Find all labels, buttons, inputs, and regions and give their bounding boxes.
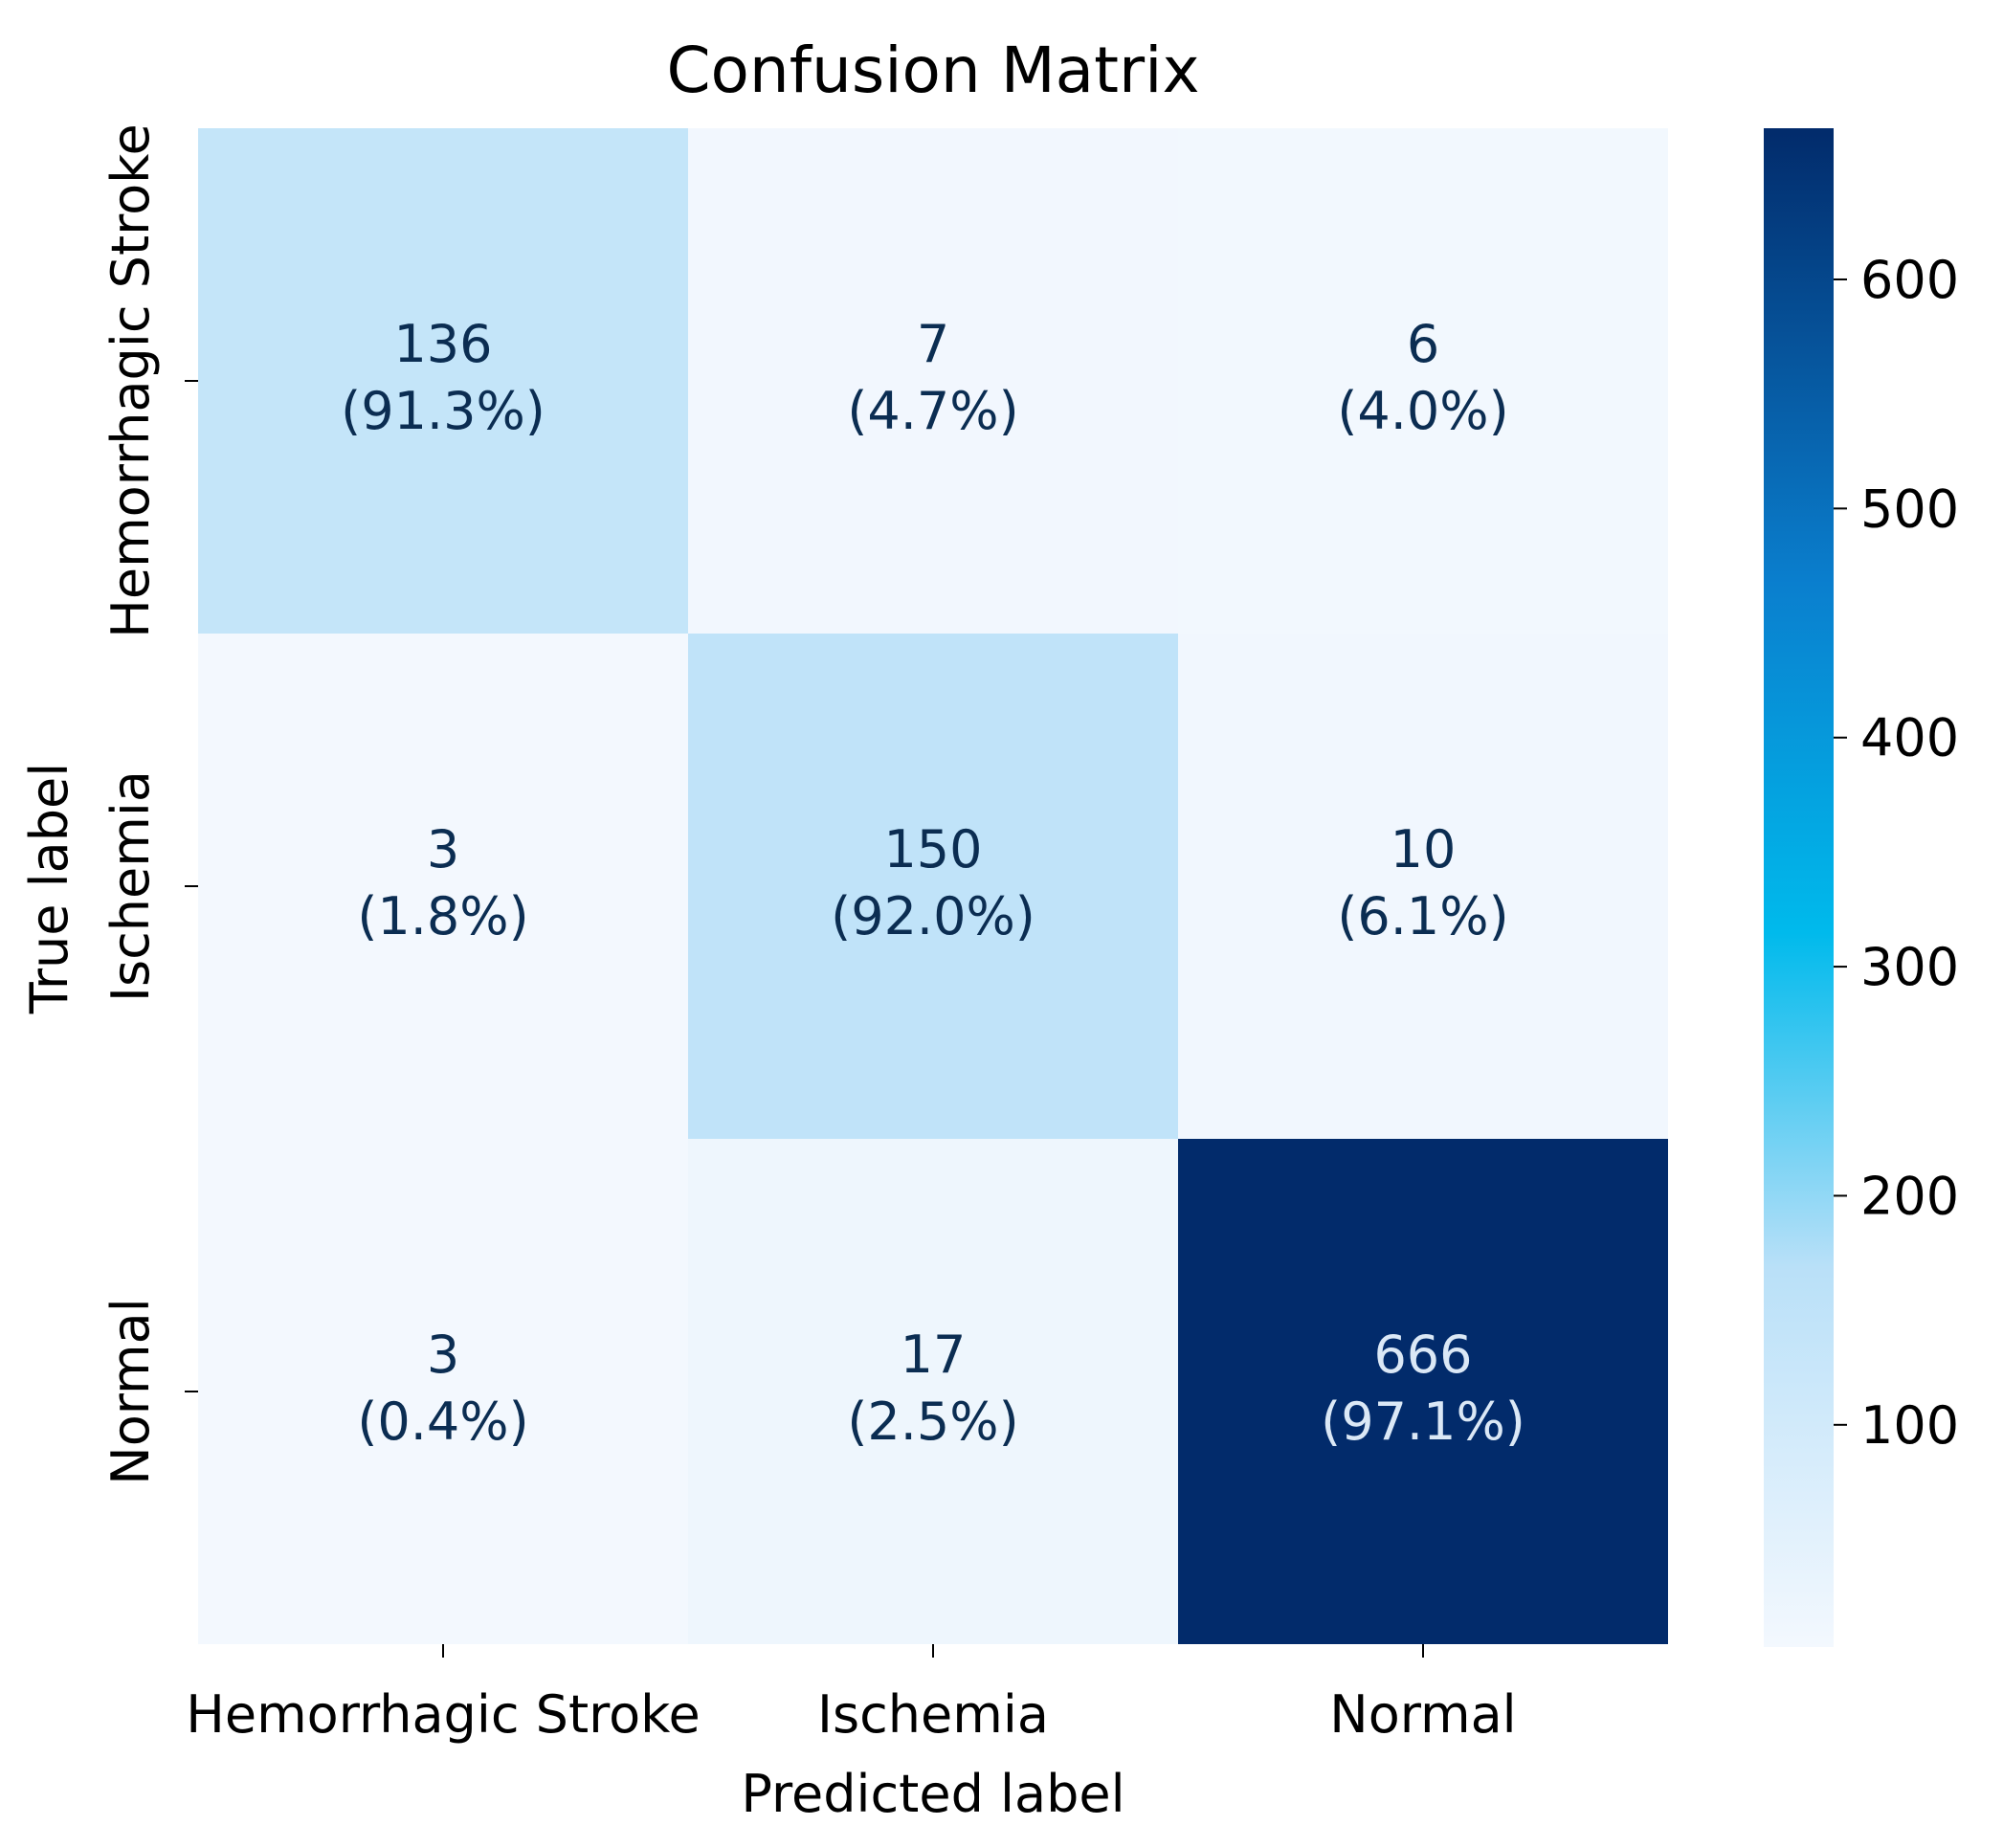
cell-count-label: 7	[917, 314, 949, 374]
colorbar	[1764, 128, 1834, 1647]
cell-percent-label: (6.1%)	[1337, 886, 1508, 946]
cell-count-label: 6	[1407, 314, 1439, 374]
heatmap-cell-labels: 136 (91.3%) 7 (4.7%) 6 (4.0%) 3 (1.8%) 150 (92.0%…	[341, 314, 1525, 1452]
x-axis-ticks: Hemorrhagic Stroke Ischemia Normal	[186, 1644, 1517, 1745]
heatmap-cell	[198, 634, 688, 1139]
cell-percent-label: (0.4%)	[357, 1392, 528, 1452]
cell-percent-label: (4.0%)	[1337, 381, 1508, 441]
heatmap-cell	[688, 634, 1178, 1139]
x-tick-label: Hemorrhagic Stroke	[186, 1684, 701, 1745]
cell-count-label: 10	[1391, 819, 1457, 879]
colorbar-tick-label: 200	[1860, 1166, 1959, 1226]
colorbar-tick-label: 300	[1860, 937, 1959, 997]
cell-count-label: 3	[427, 1325, 459, 1385]
heatmap-cell	[688, 1139, 1178, 1644]
colorbar-tick-label: 400	[1860, 708, 1959, 768]
y-tick-label: Hemorrhagic Stroke	[100, 123, 161, 638]
cell-count-label: 666	[1373, 1325, 1472, 1385]
colorbar-tick-label: 500	[1860, 479, 1959, 539]
y-tick-label: Normal	[100, 1298, 161, 1484]
cell-percent-label: (1.8%)	[357, 886, 528, 946]
y-tick-label: Ischemia	[100, 770, 161, 1002]
cell-count-label: 17	[901, 1325, 967, 1385]
heatmap-cell	[198, 128, 688, 634]
x-tick-label: Ischemia	[817, 1684, 1049, 1745]
heatmap-cell	[1178, 1139, 1668, 1644]
y-axis-ticks: Hemorrhagic Stroke Ischemia Normal	[100, 123, 198, 1485]
colorbar-tick-label: 100	[1860, 1395, 1959, 1456]
cell-count-label: 150	[883, 819, 982, 879]
colorbar-tick-label: 600	[1860, 250, 1959, 310]
x-tick-label: Normal	[1329, 1684, 1516, 1745]
cell-percent-label: (92.0%)	[831, 886, 1035, 946]
x-axis-label: Predicted label	[741, 1764, 1124, 1824]
colorbar-ticks: 100 200 300 400 500 600	[1834, 250, 1959, 1456]
heatmap-cell	[1178, 634, 1668, 1139]
heatmap-cell	[1178, 128, 1668, 634]
cell-count-label: 136	[393, 314, 492, 374]
cell-percent-label: (91.3%)	[341, 381, 545, 441]
cell-percent-label: (2.5%)	[847, 1392, 1018, 1452]
cell-percent-label: (4.7%)	[847, 381, 1018, 441]
heatmap-cells	[198, 128, 1668, 1644]
y-axis-label: True label	[19, 763, 79, 1014]
heatmap-cell	[198, 1139, 688, 1644]
cell-count-label: 3	[427, 819, 459, 879]
chart-title: Confusion Matrix	[666, 33, 1199, 107]
cell-percent-label: (97.1%)	[1321, 1392, 1525, 1452]
heatmap-cell	[688, 128, 1178, 634]
